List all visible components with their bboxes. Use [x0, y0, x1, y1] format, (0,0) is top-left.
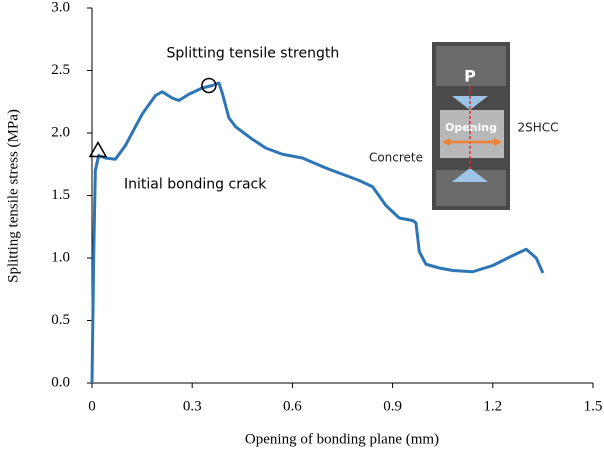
y-tick-label: 1.5 — [51, 187, 70, 203]
x-axis-title: Opening of bonding plane (mm) — [245, 431, 439, 447]
y-tick-label: 1.0 — [51, 249, 70, 265]
x-tick-label: 1.5 — [584, 398, 603, 414]
x-tick-label: 1.2 — [483, 398, 502, 414]
annotation-marker — [88, 140, 108, 158]
y-tick-label: 0.0 — [51, 374, 70, 390]
x-tick-label: 0 — [88, 398, 96, 414]
y-tick-label: 0.5 — [51, 312, 70, 328]
y-tick-label: 3.0 — [51, 0, 70, 15]
inset-photo — [432, 42, 510, 210]
annotation-text: Splitting tensile strength — [167, 46, 340, 62]
inset-label: P — [464, 67, 476, 86]
y-tick-label: 2.0 — [51, 124, 70, 140]
x-tick-label: 0.6 — [283, 398, 302, 414]
y-tick-label: 2.5 — [51, 62, 70, 78]
x-tick-label: 0.3 — [183, 398, 202, 414]
annotation-marker — [201, 77, 217, 94]
y-axis-title: Splitting tensile stress (MPa) — [5, 109, 21, 283]
x-tick-label: 0.9 — [383, 398, 402, 414]
inset-label: Concrete — [369, 151, 423, 165]
data-line — [90, 81, 545, 384]
inset-label: 2SHCC — [517, 121, 558, 135]
inset-label: Opening — [445, 121, 497, 134]
annotation-text: Initial bonding crack — [124, 177, 267, 193]
